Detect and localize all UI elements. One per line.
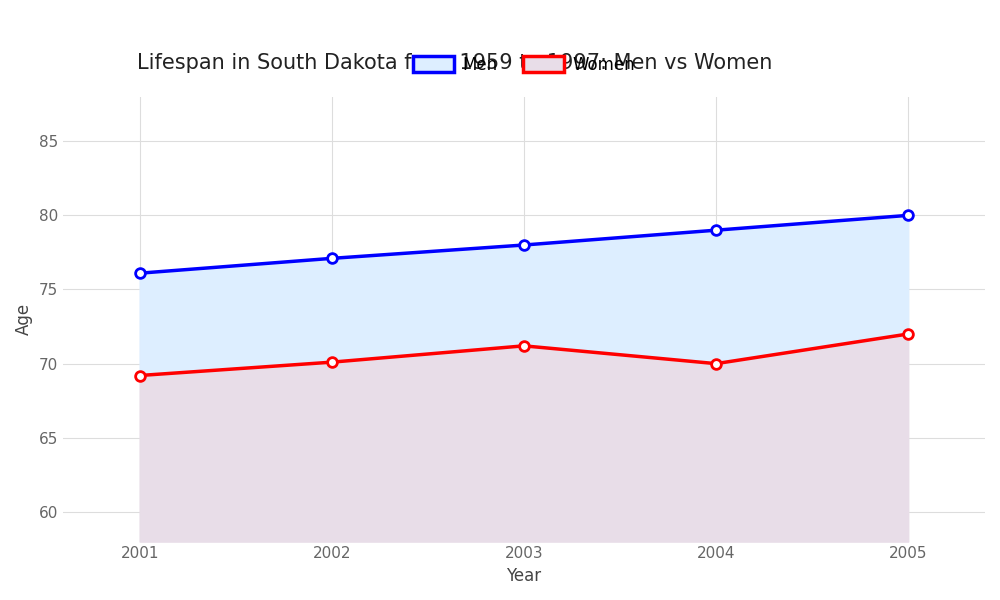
Y-axis label: Age: Age xyxy=(15,303,33,335)
X-axis label: Year: Year xyxy=(506,567,541,585)
Legend: Men, Women: Men, Women xyxy=(404,47,644,82)
Text: Lifespan in South Dakota from 1959 to 1997: Men vs Women: Lifespan in South Dakota from 1959 to 19… xyxy=(137,53,772,73)
